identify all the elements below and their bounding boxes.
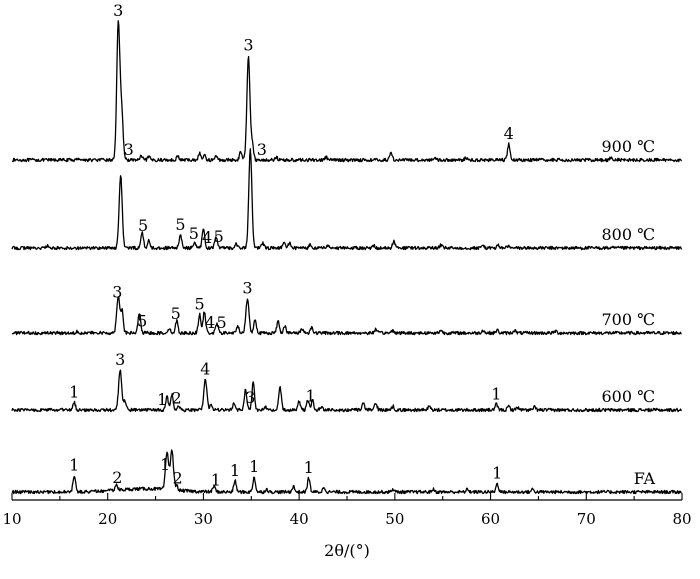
peak-label: 5 [189, 224, 199, 243]
peak-label: 5 [138, 216, 148, 235]
series-label: FA [634, 469, 656, 488]
pattern-trace-2 [11, 296, 682, 336]
peak-label: 1 [69, 455, 79, 474]
x-axis: 10 20 30 40 50 60 70 80 [2, 493, 692, 528]
x-tick-label: 20 [98, 510, 117, 528]
x-tick-label: 70 [577, 510, 596, 528]
peak-label: 1 [306, 386, 316, 405]
x-tick-label: 50 [385, 510, 404, 528]
peak-label: 5 [214, 227, 224, 246]
peak-label: 3 [245, 388, 255, 407]
x-tick-label: 10 [2, 510, 21, 528]
peak-label: 3 [115, 350, 125, 369]
peak-label: 4 [202, 228, 212, 247]
peak-label: 1 [230, 461, 240, 480]
series-label: 800 ℃ [601, 225, 655, 244]
peak-label: 2 [172, 389, 182, 408]
peak-label: 5 [175, 215, 185, 234]
peak-label: 3 [242, 279, 252, 298]
series-label: 700 ℃ [601, 310, 655, 329]
peak-label: 2 [112, 468, 122, 487]
peak-label: 1 [157, 390, 167, 409]
peak-label: 3 [113, 1, 123, 20]
peak-label: 3 [124, 140, 134, 159]
peak-label: 3 [112, 282, 122, 301]
pattern-trace-4 [11, 449, 682, 495]
trace-layer [11, 20, 683, 495]
x-tick-label: 60 [481, 510, 500, 528]
x-axis-title: 2θ/(°) [324, 541, 370, 560]
peak-label: 4 [200, 359, 210, 378]
peak-label: 1 [492, 464, 502, 483]
series-label: 900 ℃ [601, 137, 655, 156]
series-label-layer: 900 ℃ 800 ℃ 700 ℃ 600 ℃ FA [601, 137, 655, 488]
peak-label: 5 [171, 304, 181, 323]
series-label: 600 ℃ [601, 387, 655, 406]
peak-label: 1 [304, 458, 314, 477]
pattern-trace-1 [11, 148, 683, 251]
pattern-trace-3 [11, 369, 683, 413]
peak-label: 5 [217, 313, 227, 332]
peak-label: 1 [160, 455, 170, 474]
pattern-trace-0 [11, 20, 683, 163]
peak-label: 4 [205, 313, 215, 332]
peak-label: 5 [137, 312, 147, 331]
x-tick-label: 30 [194, 510, 213, 528]
peak-label: 1 [211, 470, 221, 489]
x-tick-label: 40 [290, 510, 309, 528]
peak-label: 3 [257, 140, 267, 159]
peak-label: 1 [491, 384, 501, 403]
peak-label: 4 [504, 124, 514, 143]
x-tick-label: 80 [672, 510, 691, 528]
peak-label: 3 [243, 36, 253, 55]
peak-label: 1 [69, 383, 79, 402]
peak-label: 2 [172, 469, 182, 488]
peak-label: 5 [195, 294, 205, 313]
peak-label: 1 [249, 457, 259, 476]
